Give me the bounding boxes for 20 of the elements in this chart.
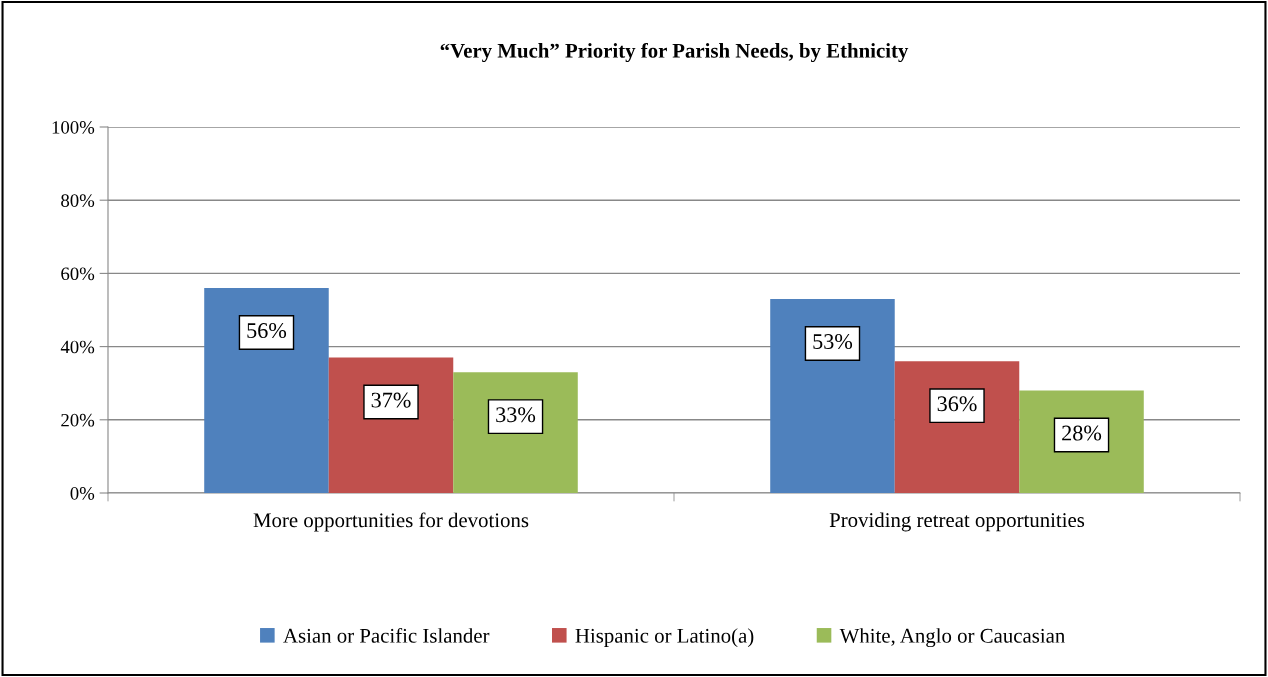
data-label: 37% (371, 392, 411, 408)
y-tick-label: 100% (52, 121, 95, 134)
y-tick-label: 60% (61, 267, 95, 281)
y-tick-label: 80% (61, 194, 95, 207)
legend-label: Hispanic or Latino(a) (575, 628, 754, 648)
y-tick-label: 40% (60, 340, 95, 354)
bar (770, 299, 895, 493)
data-label: 53% (813, 334, 853, 350)
data-label: 33% (496, 407, 536, 423)
data-label: 56% (247, 323, 287, 339)
data-label: 28% (1062, 425, 1102, 441)
y-tick-label: 20% (61, 413, 95, 427)
bar (204, 288, 329, 493)
y-tick-label: 0% (70, 487, 95, 500)
data-label: 36% (937, 396, 977, 412)
x-tick-label: More opportunities for devotions (253, 512, 529, 532)
legend-label: Asian or Pacific Islander (283, 627, 490, 643)
chart-title: “Very Much” Priority for Parish Needs, by Ethnicity (440, 42, 909, 63)
legend-label: White, Anglo or Caucasian (839, 628, 1065, 648)
x-tick-label: Providing retreat opportunities (829, 512, 1085, 532)
